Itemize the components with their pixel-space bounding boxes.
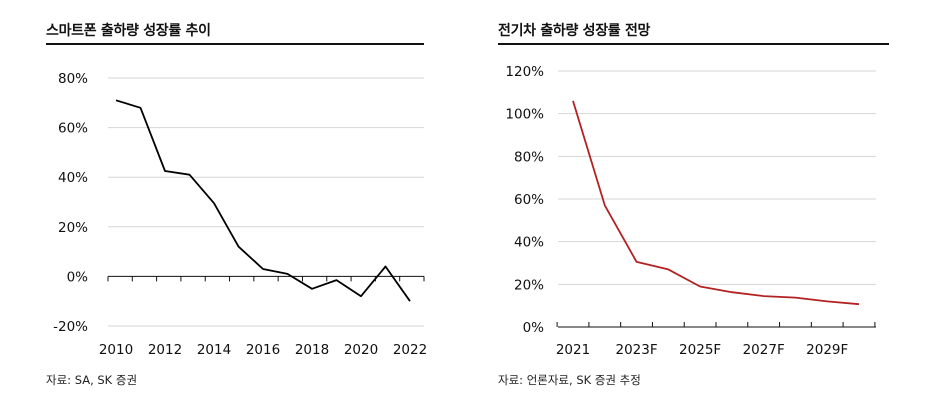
source-note: 자료: SA, SK 증권 bbox=[46, 373, 138, 387]
source-note: 자료: 언론자료, SK 증권 추정 bbox=[498, 373, 641, 387]
smartphone-growth-chart: 80% 60% 40% 20% 0% -20% 2010 2012 2014 2016 2018 20… bbox=[53, 71, 427, 358]
y-tick-label: 80% bbox=[58, 71, 88, 87]
x-tick-label: 2018 bbox=[295, 342, 329, 358]
y-tick-label: 80% bbox=[514, 149, 544, 165]
x-tick-label: 2021 bbox=[556, 342, 590, 358]
y-tick-label: 40% bbox=[58, 170, 88, 186]
y-tick-label: 0% bbox=[523, 320, 545, 336]
y-tick-label: 0% bbox=[67, 269, 89, 285]
smartphone-growth-panel: 스마트폰 출하량 성장률 추이 80% 60% 40% 20% 0% -20% 2010 20… bbox=[0, 0, 440, 418]
x-tick-label: 2025F bbox=[679, 342, 721, 358]
x-tick-label: 2023F bbox=[615, 342, 657, 358]
x-tick-label: 2020 bbox=[344, 342, 378, 358]
chart-title: 스마트폰 출하량 성장률 추이 bbox=[46, 23, 211, 39]
y-tick-label: 20% bbox=[58, 220, 88, 236]
title-rule bbox=[498, 43, 889, 45]
series-line bbox=[115, 99, 411, 302]
series-line bbox=[572, 100, 860, 306]
y-tick-label: 40% bbox=[514, 235, 544, 251]
y-tick-label: 100% bbox=[505, 107, 544, 123]
x-tick-label: 2014 bbox=[197, 342, 231, 358]
chart-title: 전기차 출하량 성장률 전망 bbox=[498, 23, 651, 39]
y-tick-label: -20% bbox=[53, 319, 88, 335]
y-tick-label: 60% bbox=[58, 121, 88, 137]
ev-growth-chart: 120% 100% 80% 60% 40% 20% 0% 2021 2023F 2025F 2027… bbox=[505, 64, 876, 358]
x-tick-label: 2012 bbox=[148, 342, 182, 358]
x-tick-label: 2010 bbox=[99, 342, 133, 358]
ev-growth-panel: 전기차 출하량 성장률 전망 120% 100% 80% 60% 40% 20% 0% 202… bbox=[480, 0, 929, 418]
y-tick-label: 120% bbox=[505, 64, 544, 80]
title-rule bbox=[46, 43, 424, 45]
y-tick-label: 60% bbox=[514, 192, 544, 208]
x-tick-label: 2022 bbox=[393, 342, 427, 358]
x-tick-label: 2027F bbox=[743, 342, 785, 358]
x-tick-label: 2016 bbox=[246, 342, 280, 358]
x-tick-label: 2029F bbox=[806, 342, 848, 358]
y-tick-label: 20% bbox=[514, 277, 544, 293]
